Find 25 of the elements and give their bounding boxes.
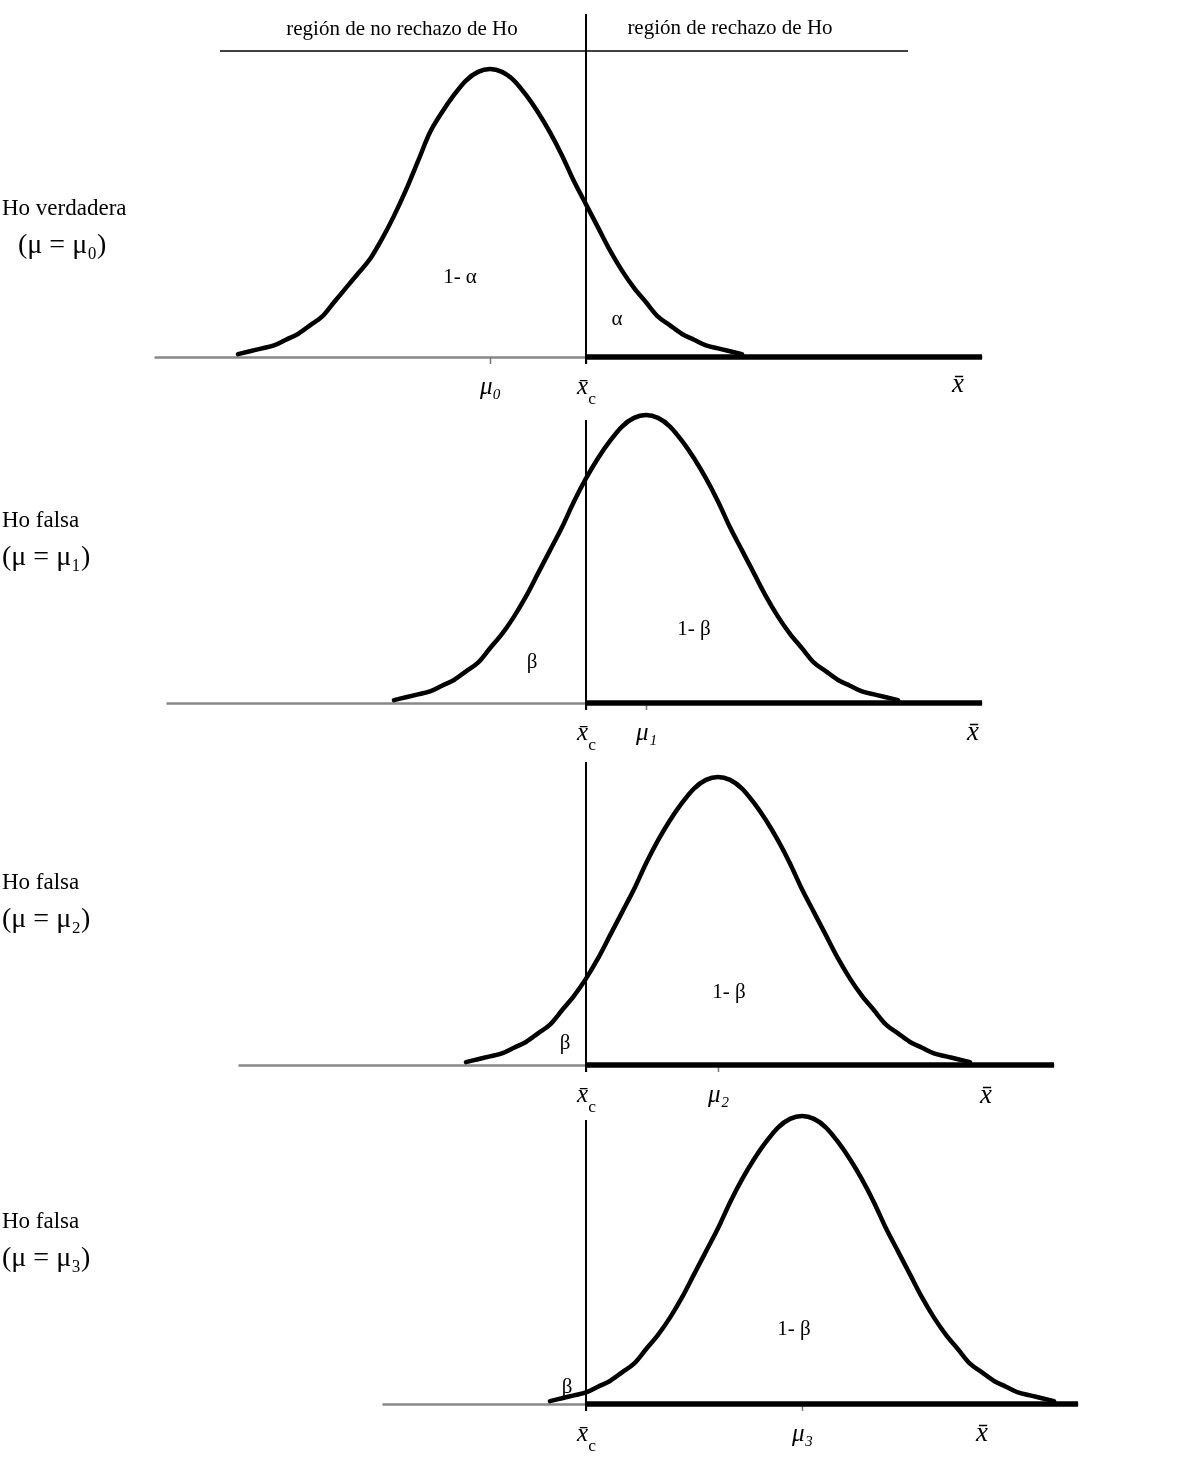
x-tick-label: μ₂ [706,1079,730,1107]
x-tick-label: x̄$_{c}$ [576,1418,597,1455]
text: región de rechazo de Ho [627,15,833,39]
y-axis-title: Ho verdadera (μ = μ₀) [2,194,127,259]
annotation: 1- β [712,979,746,1003]
annotation: 1- β [777,1316,811,1340]
y-axis-title: Ho falsa (μ = μ₃) [2,1207,91,1272]
text: región de no rechazo de Ho [286,16,518,40]
x-tick-label: x̄$_{c}$ [576,1079,597,1116]
x-tick-label: μ₁ [634,717,658,745]
annotation: α [611,306,623,330]
x-axis-title: x̄ [966,716,980,746]
x-tick-label: x̄$_{c}$ [576,371,597,408]
x-tick-label: μ₀ [478,371,502,399]
annotation: 1- β [677,616,711,640]
y-axis-title: Ho falsa (μ = μ₁) [2,506,91,571]
y-axis-title: Ho falsa (μ = μ₂) [2,868,91,933]
x-tick-label: x̄$_{c}$ [576,717,597,754]
annotation: β [559,1030,571,1054]
annotation: β [526,649,538,673]
x-tick-label: μ₃ [790,1418,814,1446]
x-axis-title: x̄ [975,1417,989,1447]
annotation: 1- α [443,264,477,288]
x-axis-title: x̄ [979,1079,993,1109]
x-axis-title: x̄ [951,368,965,398]
